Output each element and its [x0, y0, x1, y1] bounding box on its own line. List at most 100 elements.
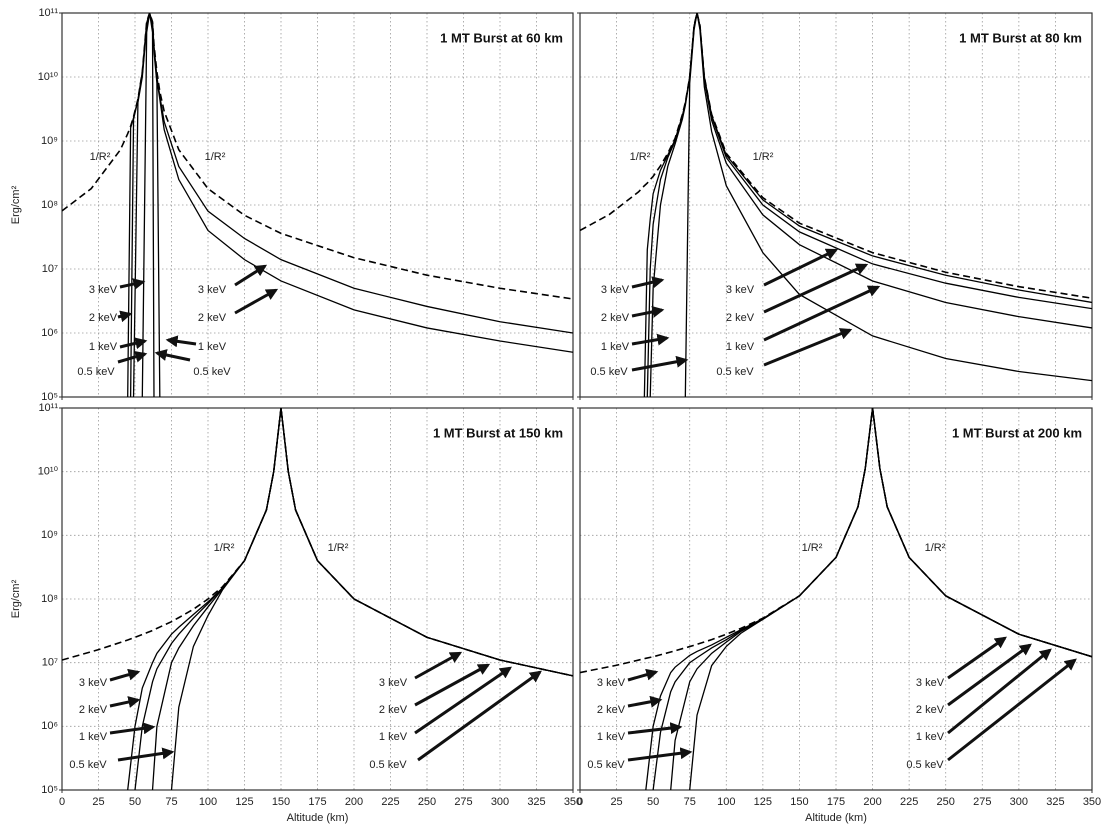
- annotation-arrow: [414, 663, 491, 707]
- curve-label: 1 keV: [379, 731, 408, 743]
- x-tick-label: 225: [381, 796, 399, 808]
- curve-label: 3 keV: [198, 284, 227, 296]
- reference-line: [62, 13, 573, 300]
- annotation-arrow: [627, 668, 659, 682]
- x-tick-label: 50: [129, 796, 141, 808]
- curve-label: 2 keV: [89, 312, 118, 324]
- curve-label: 3 keV: [89, 284, 118, 296]
- annotation-arrow: [631, 355, 689, 372]
- x-tick-label: 250: [418, 796, 436, 808]
- chart-title: 1 MT Burst at 150 km: [433, 425, 563, 440]
- curve-label: 0.5 keV: [906, 759, 944, 771]
- x-tick-label: 125: [754, 796, 772, 808]
- panel: 0 25 50 75 100 125 150 175 200 225 250 275 300 325 350…: [577, 407, 1101, 824]
- curve-label: 2 keV: [597, 704, 626, 716]
- annotation-arrow: [234, 264, 268, 287]
- curve-label: 3 keV: [916, 677, 945, 689]
- x-tick-label: 150: [790, 796, 808, 808]
- x-tick-label: 75: [165, 796, 177, 808]
- plot-frame: [579, 407, 1093, 791]
- x-tick-label: 275: [454, 796, 472, 808]
- x-tick-label: 300: [1010, 796, 1028, 808]
- y-tick-label: 10⁹: [41, 135, 58, 147]
- x-tick-label: 125: [235, 796, 253, 808]
- curve-label: 1 keV: [916, 731, 945, 743]
- y-tick-label: 10¹⁰: [38, 71, 59, 83]
- chart-title: 1 MT Burst at 200 km: [952, 425, 1082, 440]
- series-line: [141, 13, 155, 397]
- plot-frame: [61, 12, 574, 398]
- curve-label: 2 keV: [916, 704, 945, 716]
- series-line: [689, 408, 1092, 790]
- x-tick-label: 0: [577, 796, 583, 808]
- y-axis-label: Erg/cm²: [10, 579, 22, 618]
- series-line: [646, 13, 1092, 397]
- annotation-arrow: [763, 285, 881, 342]
- chart-title: 1 MT Burst at 60 km: [440, 30, 563, 45]
- x-tick-label: 25: [92, 796, 104, 808]
- x-tick-label: 275: [973, 796, 991, 808]
- panel: 0 25 50 75 100 125 150 175 200 225 250 275 300 325 350…: [10, 402, 582, 824]
- annotation-arrow: [627, 747, 693, 762]
- curve-label: 3 keV: [79, 677, 108, 689]
- curve-label: 1/R²: [90, 151, 111, 163]
- y-tick-label: 10⁸: [41, 593, 58, 605]
- annotation-arrow: [947, 636, 1007, 680]
- plot-area: [580, 13, 1092, 397]
- curve-label: 0.5 keV: [587, 759, 625, 771]
- annotation-arrow: [417, 670, 542, 762]
- y-tick-label: 10⁶: [41, 327, 58, 339]
- curve-label: 0.5 keV: [369, 759, 407, 771]
- curve-label: 2 keV: [601, 312, 630, 324]
- x-tick-label: 175: [308, 796, 326, 808]
- curve-label: 2 keV: [198, 312, 227, 324]
- x-axis-label: Altitude (km): [287, 812, 349, 824]
- curve-label: 3 keV: [726, 284, 755, 296]
- annotation-arrow: [414, 651, 463, 680]
- y-tick-label: 10⁸: [41, 199, 58, 211]
- curve-label: 1/R²: [802, 542, 823, 554]
- x-tick-label: 250: [937, 796, 955, 808]
- annotation-arrow: [109, 696, 141, 708]
- annotation-arrow: [414, 666, 512, 735]
- x-tick-label: 25: [610, 796, 622, 808]
- plot-area: [580, 408, 1092, 790]
- curve-label: 1/R²: [205, 151, 226, 163]
- curve-label: 0.5 keV: [716, 366, 754, 378]
- curve-label: 3 keV: [597, 677, 626, 689]
- annotation-arrow: [154, 349, 191, 362]
- annotation-arrow: [947, 643, 1032, 707]
- y-tick-label: 10¹⁰: [38, 466, 59, 478]
- y-tick-label: 10⁹: [41, 529, 58, 541]
- curve-label: 1/R²: [925, 542, 946, 554]
- plot-frame: [579, 12, 1093, 398]
- annotation-arrow: [119, 278, 146, 290]
- curve-label: 1 keV: [89, 341, 118, 353]
- curve-label: 1/R²: [630, 151, 651, 163]
- annotation-arrow: [627, 722, 683, 735]
- plot-area: [62, 13, 573, 397]
- x-tick-label: 200: [345, 796, 363, 808]
- annotation-arrow: [763, 263, 869, 314]
- reference-line: [580, 13, 1092, 299]
- annotation-arrow: [117, 747, 175, 762]
- x-tick-label: 100: [199, 796, 217, 808]
- curve-label: 1 keV: [597, 731, 626, 743]
- x-tick-label: 225: [900, 796, 918, 808]
- y-tick-label: 10⁵: [41, 391, 58, 403]
- x-tick-label: 0: [59, 796, 65, 808]
- annotation-arrow: [109, 722, 156, 735]
- curve-label: 1 keV: [601, 341, 630, 353]
- x-tick-label: 350: [1083, 796, 1101, 808]
- series-line: [132, 13, 161, 397]
- x-tick-label: 175: [827, 796, 845, 808]
- curve-label: 1/R²: [214, 542, 235, 554]
- curve-label: 0.5 keV: [69, 759, 107, 771]
- x-tick-label: 50: [647, 796, 659, 808]
- chart-title: 1 MT Burst at 80 km: [959, 30, 1082, 45]
- x-tick-label: 150: [272, 796, 290, 808]
- y-tick-label: 10¹¹: [38, 402, 58, 414]
- curve-label: 1/R²: [753, 151, 774, 163]
- annotation-arrow: [763, 328, 853, 367]
- annotation-arrow: [631, 333, 670, 346]
